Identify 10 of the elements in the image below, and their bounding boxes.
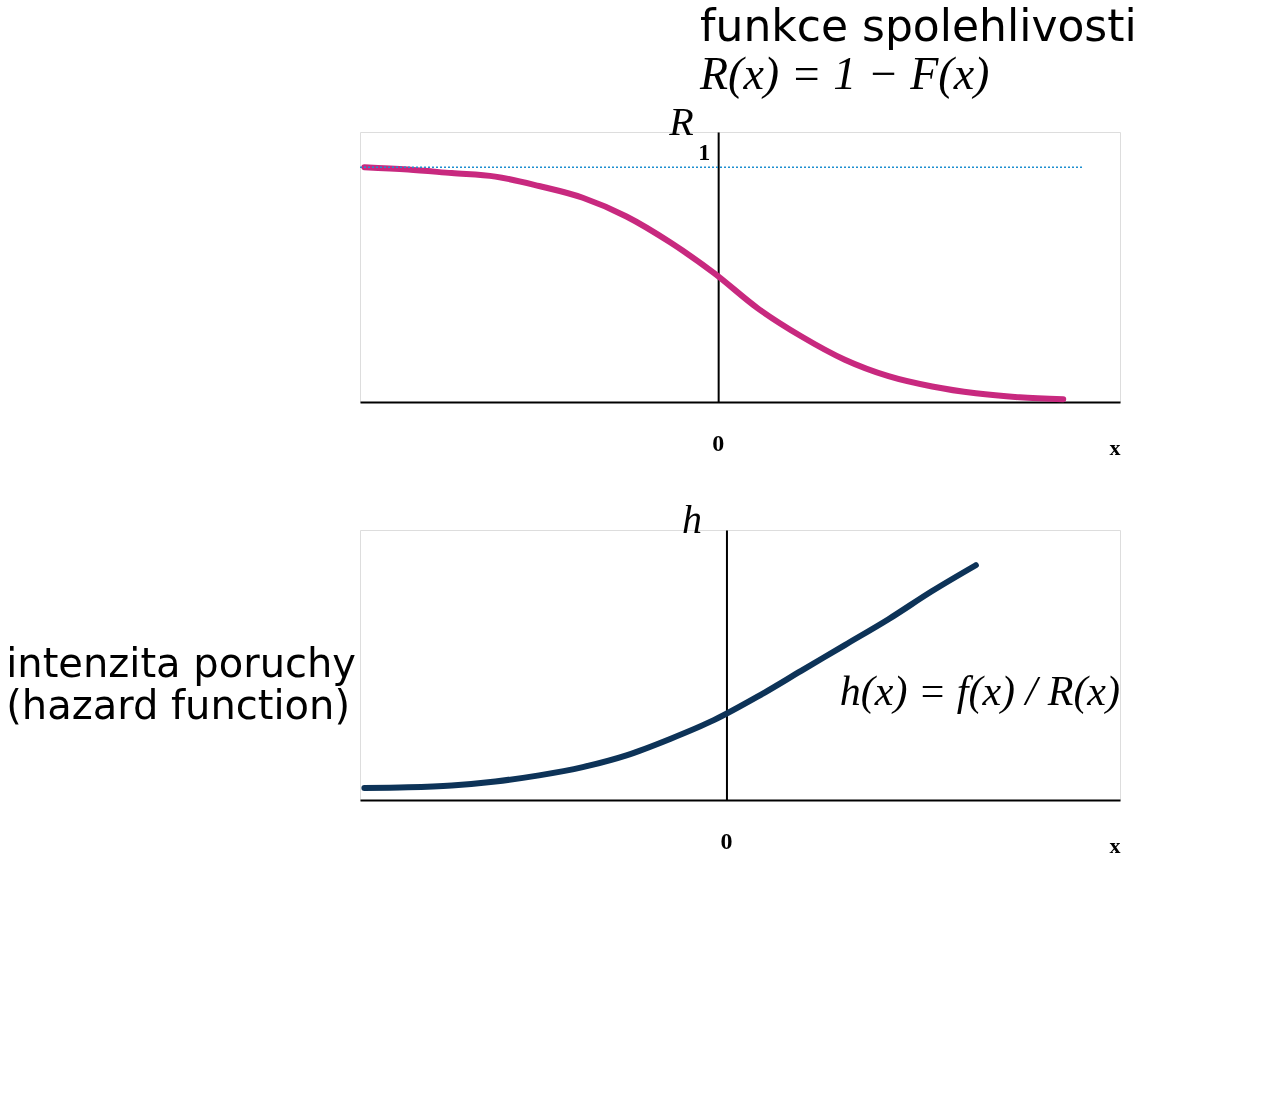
text: 0 (712, 430, 725, 456)
annotation: h(x) = f(x) / R(x) (839, 668, 1120, 715)
y-axis-title: R (668, 98, 694, 144)
ref-line-label: 1 (698, 139, 711, 166)
x-axis-title: x (1109, 434, 1121, 460)
text: intenzita poruchy (hazard function) (6, 640, 357, 728)
text: 0 (720, 828, 733, 854)
chart-title: funkce spolehlivosti (700, 0, 1137, 51)
x-axis-title: x (1109, 832, 1121, 858)
y-axis-title: h (681, 496, 702, 542)
